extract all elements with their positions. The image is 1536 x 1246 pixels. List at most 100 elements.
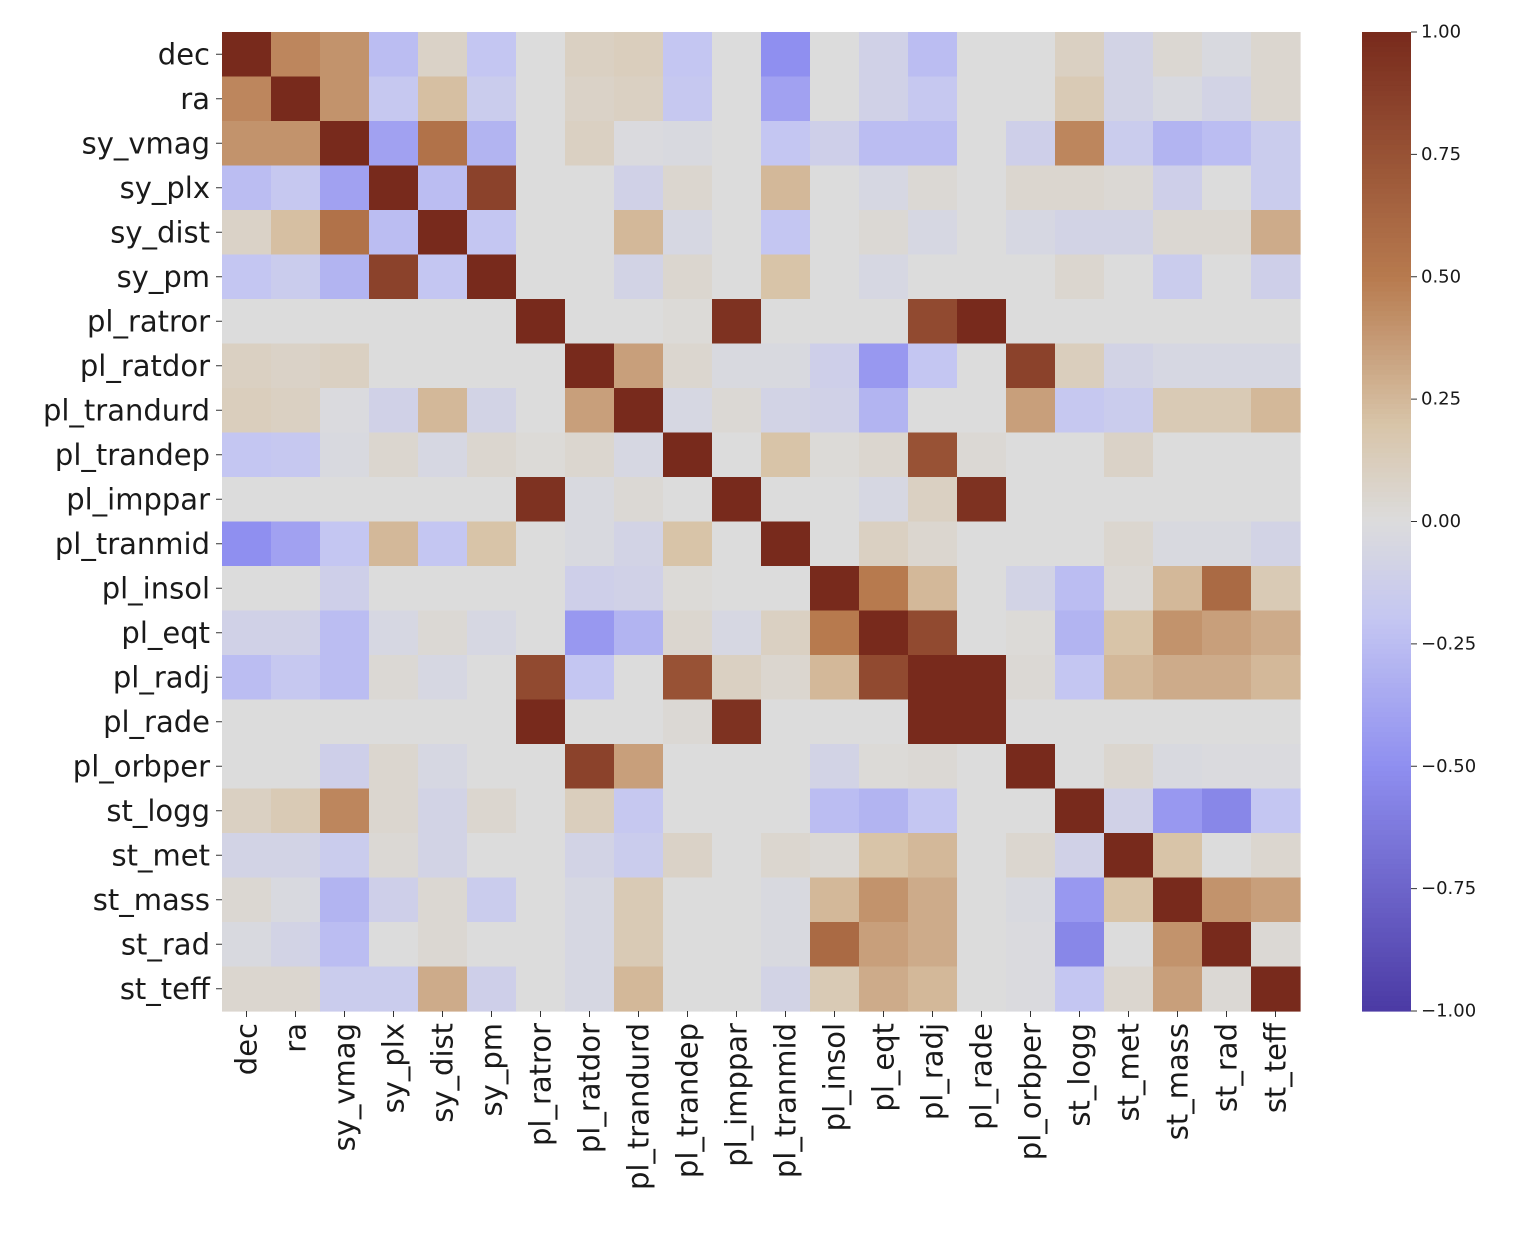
heatmap-cell-st_mass-pl_radj [908,877,958,923]
heatmap-cell-st_teff-pl_radj [908,966,958,1012]
colorbar-segment [1362,771,1411,777]
heatmap-cell-pl_tranmid-pl_imppar [712,521,762,567]
heatmap-cell-pl_eqt-st_mass [1153,610,1203,656]
row-label-st_mass: st_mass [93,883,210,917]
colorbar-segment [1362,741,1411,748]
heatmap-cell-pl_insol-sy_dist [418,566,468,612]
heatmap-cell-pl_rade-pl_imppar [712,699,762,745]
colorbar-segment [1362,687,1411,694]
colorbar-segment [1362,888,1411,895]
colorbar-segment [1362,384,1411,390]
heatmap-cell-pl_trandurd-sy_pm [467,388,517,434]
heatmap-cell-sy_vmag-st_mass [1153,121,1203,167]
colorbar-segment [1362,359,1411,366]
colorbar-segment [1362,462,1411,469]
heatmap-cell-st_rad-pl_radj [908,922,958,968]
heatmap-cell-pl_rade-pl_eqt [859,699,909,745]
heatmap-cell-sy_vmag-pl_trandurd [614,121,664,167]
heatmap-cell-ra-sy_pm [467,76,517,122]
column-label-pl_eqt: pl_eqt [867,1023,901,1112]
heatmap-cell-st_mass-ra [271,877,321,923]
heatmap-cell-st_met-sy_pm [467,833,517,879]
heatmap-cell-pl_tranmid-st_met [1104,521,1154,567]
heatmap-cell-ra-st_mass [1153,76,1203,122]
heatmap-cell-pl_radj-sy_plx [369,655,419,701]
colorbar-segment [1362,120,1411,126]
colorbar-segment [1362,829,1411,836]
heatmap-cell-pl_tranmid-pl_rade [957,521,1007,567]
heatmap-cell-sy_pm-sy_pm [467,254,517,300]
heatmap-cell-st_logg-sy_dist [418,788,468,834]
heatmap-cell-ra-pl_imppar [712,76,762,122]
colorbar-segment [1362,986,1411,993]
heatmap-cell-dec-st_met [1104,32,1154,78]
colorbar-segment [1362,634,1411,640]
colorbar-segment [1362,545,1411,552]
colorbar-segment [1362,1001,1411,1007]
colorbar-segment [1362,624,1411,630]
heatmap-cell-pl_tranmid-pl_insol [810,521,860,567]
heatmap-cell-sy_vmag-pl_tranmid [761,121,811,167]
heatmap-cell-ra-pl_eqt [859,76,909,122]
colorbar-segment [1362,154,1411,160]
heatmap-cell-pl_trandurd-pl_trandep [663,388,713,434]
heatmap-cell-ra-pl_insol [810,76,860,122]
heatmap-cell-sy_dist-sy_dist [418,210,468,256]
heatmap-cell-pl_insol-pl_tranmid [761,566,811,612]
heatmap-cell-pl_insol-sy_plx [369,566,419,612]
colorbar-segment [1362,340,1411,346]
heatmap-cell-st_rad-pl_imppar [712,922,762,968]
heatmap-cell-st_logg-pl_ratror [516,788,566,834]
heatmap-cell-pl_orbper-pl_ratdor [565,744,615,790]
heatmap-cell-pl_ratdor-pl_insol [810,343,860,389]
heatmap-cell-sy_plx-st_mass [1153,165,1203,211]
heatmap-cell-pl_ratdor-st_mass [1153,343,1203,389]
colorbar-segment [1362,614,1411,620]
heatmap-cell-pl_trandep-pl_radj [908,432,958,478]
heatmap-cell-pl_trandurd-pl_trandurd [614,388,664,434]
heatmap-cell-sy_dist-pl_insol [810,210,860,256]
colorbar-segment [1362,717,1411,723]
colorbar-segment [1362,712,1411,718]
colorbar-segment [1362,448,1411,454]
heatmap-cell-pl_tranmid-sy_dist [418,521,468,567]
heatmap-cell-st_logg-sy_pm [467,788,517,834]
heatmap-cell-pl_ratdor-st_logg [1055,343,1105,389]
heatmap-cell-pl_eqt-pl_tranmid [761,610,811,656]
heatmap-cell-pl_imppar-pl_orbper [1006,477,1056,523]
colorbar-tick-label: −1.00 [1421,1001,1476,1022]
row-label-st_teff: st_teff [120,972,211,1006]
colorbar-segment [1362,457,1411,464]
heatmap-cell-ra-pl_orbper [1006,76,1056,122]
colorbar-segment [1362,937,1411,944]
heatmap-cell-pl_eqt-dec [222,610,272,656]
colorbar-segment [1362,722,1411,728]
colorbar-segment [1362,820,1411,826]
heatmap-cell-sy_vmag-ra [271,121,321,167]
heatmap-cell-ra-pl_trandurd [614,76,664,122]
heatmap-cell-ra-st_teff [1251,76,1301,122]
colorbar-segment [1362,648,1411,655]
colorbar: 1.00 0.75 0.50 0.25 0.00 −0.25 −0.50 −0.75 −1.00 [1362,22,1476,1022]
colorbar-segment [1362,917,1411,924]
heatmap-cell-sy_dist-sy_vmag [320,210,370,256]
heatmap-cell-st_logg-ra [271,788,321,834]
heatmap-cell-pl_rade-pl_radj [908,699,958,745]
heatmap-cell-pl_ratdor-pl_imppar [712,343,762,389]
colorbar-segment [1362,824,1411,831]
column-label-st_mass: st_mass [1161,1023,1195,1140]
heatmap-cell-pl_imppar-st_met [1104,477,1154,523]
heatmap-cell-st_mass-st_met [1104,877,1154,923]
colorbar-segment [1362,609,1411,616]
heatmap-cell-sy_dist-pl_ratdor [565,210,615,256]
heatmap-cell-pl_orbper-pl_ratror [516,744,566,790]
heatmap-cell-st_rad-st_rad [1202,922,1252,968]
heatmap-cell-pl_insol-pl_imppar [712,566,762,612]
heatmap-cell-pl_eqt-sy_vmag [320,610,370,656]
heatmap-cell-pl_orbper-pl_insol [810,744,860,790]
heatmap-cell-st_teff-st_rad [1202,966,1252,1012]
colorbar-segment [1362,394,1411,400]
heatmap-cell-st_met-pl_trandep [663,833,713,879]
colorbar-segment [1362,76,1411,82]
heatmap-cell-st_logg-st_mass [1153,788,1203,834]
